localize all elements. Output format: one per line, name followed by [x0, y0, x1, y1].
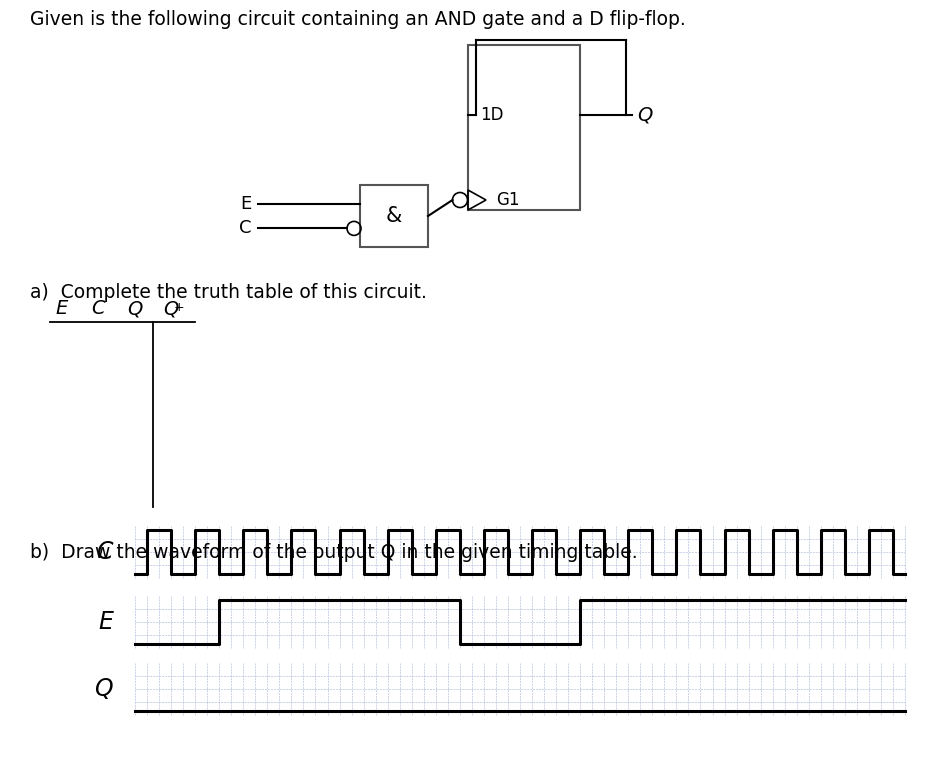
- Text: E: E: [98, 610, 113, 634]
- Text: E: E: [241, 194, 252, 212]
- Text: +: +: [174, 301, 184, 314]
- Text: Given is the following circuit containing an AND gate and a D flip-flop.: Given is the following circuit containin…: [30, 10, 686, 29]
- Text: Q: Q: [163, 299, 179, 318]
- Text: C: C: [240, 219, 252, 237]
- Text: Q: Q: [637, 106, 652, 124]
- Text: a)  Complete the truth table of this circuit.: a) Complete the truth table of this circ…: [30, 283, 427, 302]
- Bar: [468, 45, 580, 210]
- Text: G1: G1: [496, 191, 520, 209]
- Text: E: E: [55, 299, 68, 318]
- Text: C: C: [91, 299, 104, 318]
- Text: Q: Q: [94, 677, 113, 701]
- Text: &: &: [385, 206, 402, 226]
- Text: Q: Q: [127, 299, 142, 318]
- Text: b)  Draw the waveform of the output Q in the given timing table.: b) Draw the waveform of the output Q in …: [30, 543, 637, 562]
- Text: C: C: [97, 540, 113, 564]
- Bar: [360, 185, 428, 247]
- Text: 1D: 1D: [480, 106, 504, 124]
